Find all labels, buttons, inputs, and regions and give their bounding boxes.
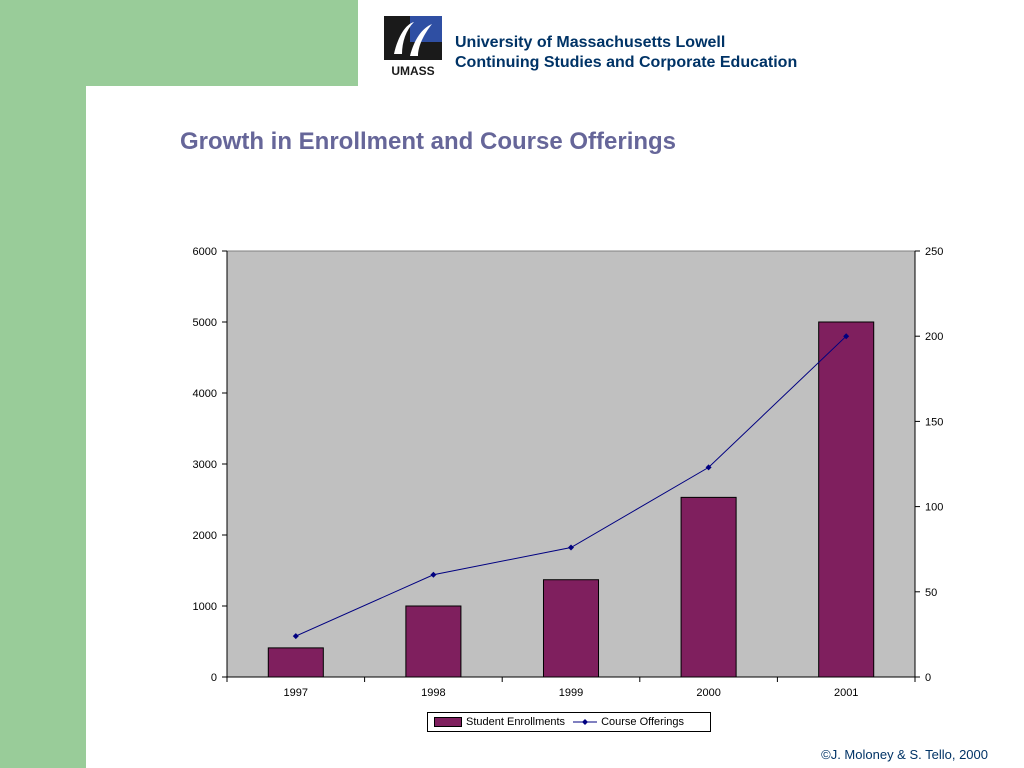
y-left-tick-label: 3000 — [193, 459, 217, 471]
slide-title: Growth in Enrollment and Course Offering… — [180, 128, 677, 155]
y-left-tick-label: 1000 — [193, 601, 217, 613]
decorative-band-left — [0, 0, 86, 768]
bar-student-enrollments — [818, 321, 875, 678]
y-left-tick-label: 5000 — [193, 317, 217, 329]
point-course-offerings — [705, 464, 712, 471]
x-tick-label: 2001 — [834, 687, 858, 699]
y-left-tick-label: 6000 — [193, 246, 217, 258]
bar-student-enrollments — [267, 647, 324, 678]
bar-student-enrollments — [680, 496, 737, 678]
point-course-offerings — [430, 571, 437, 578]
legend-swatch-offerings — [573, 719, 598, 725]
decorative-band-top — [0, 0, 358, 86]
y-left-tick-label: 2000 — [193, 530, 217, 542]
point-course-offerings — [292, 633, 299, 640]
x-tick-label: 2000 — [696, 687, 720, 699]
institution-header: University of Massachusetts Lowell Conti… — [455, 33, 797, 73]
y-left-tick-label: 4000 — [193, 388, 217, 400]
chart-legend: Student Enrollments Course Offerings — [427, 712, 711, 732]
enrollment-chart: 0 1000 2000 3000 4000 5000 6000 0 50 100 150 200 250… — [193, 246, 944, 699]
point-course-offerings — [568, 544, 574, 551]
legend-label-offerings: Course Offerings — [601, 716, 685, 728]
department-name: Continuing Studies and Corporate Educati… — [455, 54, 798, 71]
y-right-tick-label: 50 — [925, 587, 937, 599]
y-right-tick-label: 250 — [925, 246, 943, 258]
point-course-offerings — [843, 333, 850, 340]
x-tick-label: 1998 — [421, 687, 445, 699]
x-tick-label: 1997 — [284, 687, 308, 699]
logo-wordmark: UMASS — [391, 64, 434, 78]
legend-swatch-enrollments — [434, 717, 462, 727]
y-right-tick-label: 100 — [925, 502, 943, 514]
copyright-footer: ©J. Moloney & S. Tello, 2000 — [821, 747, 988, 762]
bar-student-enrollments — [542, 579, 600, 678]
y-left-tick-label: 0 — [211, 672, 217, 684]
x-tick-label: 1999 — [559, 687, 583, 699]
y-right-tick-label: 0 — [925, 672, 931, 684]
y-right-tick-label: 200 — [925, 331, 943, 343]
y-right-tick-label: 150 — [925, 416, 943, 428]
umass-logo: UMASS — [384, 16, 442, 78]
legend-label-enrollments: Student Enrollments — [466, 716, 566, 728]
bar-student-enrollments — [405, 605, 462, 678]
institution-name: University of Massachusetts Lowell — [455, 34, 726, 51]
